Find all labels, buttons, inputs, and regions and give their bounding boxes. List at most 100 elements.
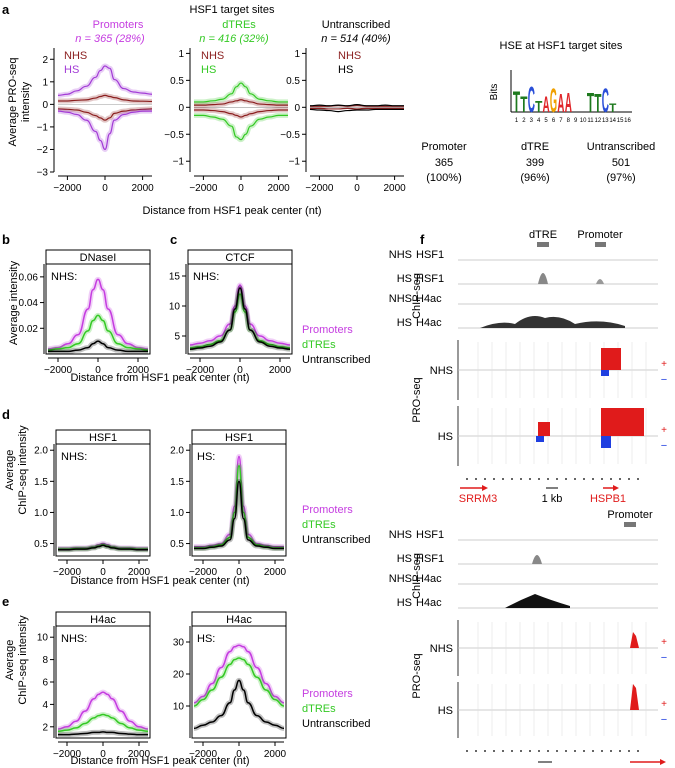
logo-position: 1: [515, 118, 519, 124]
bc-legend-untrans: Untranscribed: [302, 354, 370, 366]
gene-track-mark: [556, 478, 558, 480]
series-line-hs-plus: [193, 82, 289, 103]
y-tick-label: −0.5: [280, 130, 300, 141]
y-tick-label: 1: [42, 77, 48, 88]
track-mark: H4ac: [416, 293, 442, 305]
bc-xlabel: Distance from HSF1 peak center (nt): [70, 372, 249, 384]
y-tick-label: 15: [169, 272, 181, 283]
condition-label: NHS:: [61, 451, 87, 463]
panel-f-letter: f: [420, 232, 425, 247]
x-tick-label: −2000: [189, 183, 218, 194]
logo-position: 12: [595, 118, 602, 124]
x-tick-label: 2000: [127, 365, 150, 376]
count-pct-promoter: (100%): [426, 172, 461, 184]
a-ylabel-1: Average PRO-seq: [7, 57, 19, 146]
series-line-untranscribed: [193, 679, 285, 730]
y-tick-label: 0.5: [170, 76, 184, 87]
series-line-nhs-plus: [57, 94, 153, 103]
gene-track-mark: [592, 750, 594, 752]
x-tick-label: −2000: [305, 183, 334, 194]
gene-track-mark: [556, 750, 558, 752]
a-xlabel: Distance from HSF1 peak center (nt): [142, 205, 321, 217]
y-tick-label: 0: [294, 103, 300, 114]
strand-plus: +: [661, 637, 667, 648]
pro-track-label: NHS: [430, 365, 453, 377]
d-xlabel: Distance from HSF1 peak center (nt): [70, 575, 249, 587]
plot-frame: [187, 263, 293, 355]
series-line-dtres: [57, 713, 149, 733]
e-legend-dtres: dTREs: [302, 703, 336, 715]
series-line-dtres: [193, 657, 285, 707]
legend-nhs: NHS: [201, 50, 224, 62]
series-line-hs-plus: [309, 104, 404, 107]
gene-track-mark: [592, 478, 594, 480]
strand-plus: +: [661, 699, 667, 710]
logo-position: 11: [587, 118, 594, 124]
strip-title: H4ac: [90, 614, 116, 626]
pro-signal-minus: [601, 436, 611, 448]
logo-letter-A: A: [543, 92, 550, 117]
series-band-1: [194, 463, 284, 551]
e-ylabel-1: Average: [4, 640, 16, 681]
y-tick-label: 2: [42, 722, 48, 733]
count-n-untrans: 501: [612, 157, 630, 169]
y-tick-label: −1: [37, 122, 49, 133]
x-tick-label: 2000: [128, 567, 151, 578]
x-tick-label: 2000: [264, 749, 287, 760]
gene-track-mark: [547, 750, 549, 752]
panel-a-letter: a: [2, 2, 10, 17]
browser-klhl26: Promoter NHS HSF1 HS HSF1 NHS H4ac HS H4acChIP-s…: [389, 509, 667, 768]
gene-track-mark: [601, 478, 603, 480]
gene-track-mark: [538, 478, 540, 480]
gene-track-mark: [484, 478, 486, 480]
y-tick-label: 10: [173, 702, 185, 713]
y-tick-label: 0: [178, 103, 184, 114]
gene-track-mark: [466, 750, 468, 752]
track-cond: HS: [397, 317, 412, 329]
x-tick-label: −2000: [189, 749, 218, 760]
y-tick-label: 2.0: [170, 446, 184, 457]
e-ylabel-2: ChIP-seq intensity: [17, 615, 29, 705]
x-tick-label: 2000: [264, 567, 287, 578]
series-line-nhs-minus: [309, 107, 404, 110]
gene-track-mark: [493, 750, 495, 752]
count-n-promoter: 365: [435, 157, 453, 169]
series-line-promoters: [193, 644, 285, 704]
track-cond: HS: [397, 597, 412, 609]
region-bar-promoter: [624, 522, 636, 527]
gene-track-mark: [520, 478, 522, 480]
pro-signal-plus: [630, 684, 639, 710]
gene-track-mark: [538, 750, 540, 752]
logo-position: 5: [544, 118, 548, 124]
gene-track-mark: [583, 750, 585, 752]
gene-track-mark: [547, 478, 549, 480]
x-tick-label: −2000: [53, 183, 82, 194]
pro-signal-plus: [601, 408, 644, 436]
y-tick-label: 1: [178, 49, 184, 60]
series-line-nhs-plus: [309, 105, 404, 107]
y-tick-label: 1: [294, 49, 300, 60]
count-pct-untrans: (97%): [606, 172, 635, 184]
logo-letter-A: A: [565, 87, 572, 118]
strip-title: H4ac: [226, 614, 252, 626]
gene-track-mark: [601, 750, 603, 752]
x-tick-label: 0: [100, 749, 106, 760]
browser-hspb1: dTRE Promoter NHS HSF1 HS HSF1 NHS H4ac HS H4acCh…: [389, 229, 667, 505]
series-line-dtres: [189, 293, 291, 349]
track-cond: NHS: [389, 573, 412, 585]
series-line-untranscribed: [48, 340, 148, 353]
y-tick-label: 30: [173, 638, 185, 649]
y-tick-label: 1.0: [170, 508, 184, 519]
d-legend-untrans: Untranscribed: [302, 534, 370, 546]
y-tick-label: −1: [173, 157, 185, 168]
gene-track-mark: [583, 478, 585, 480]
logo-position: 4: [537, 118, 541, 124]
x-tick-label: 0: [236, 749, 242, 760]
condition-label: HS:: [197, 451, 215, 463]
y-tick-label: 1.5: [34, 477, 48, 488]
gene-track-mark: [637, 750, 639, 752]
a2-n: n = 416 (32%): [199, 33, 269, 45]
gene-track-mark: [574, 478, 576, 480]
